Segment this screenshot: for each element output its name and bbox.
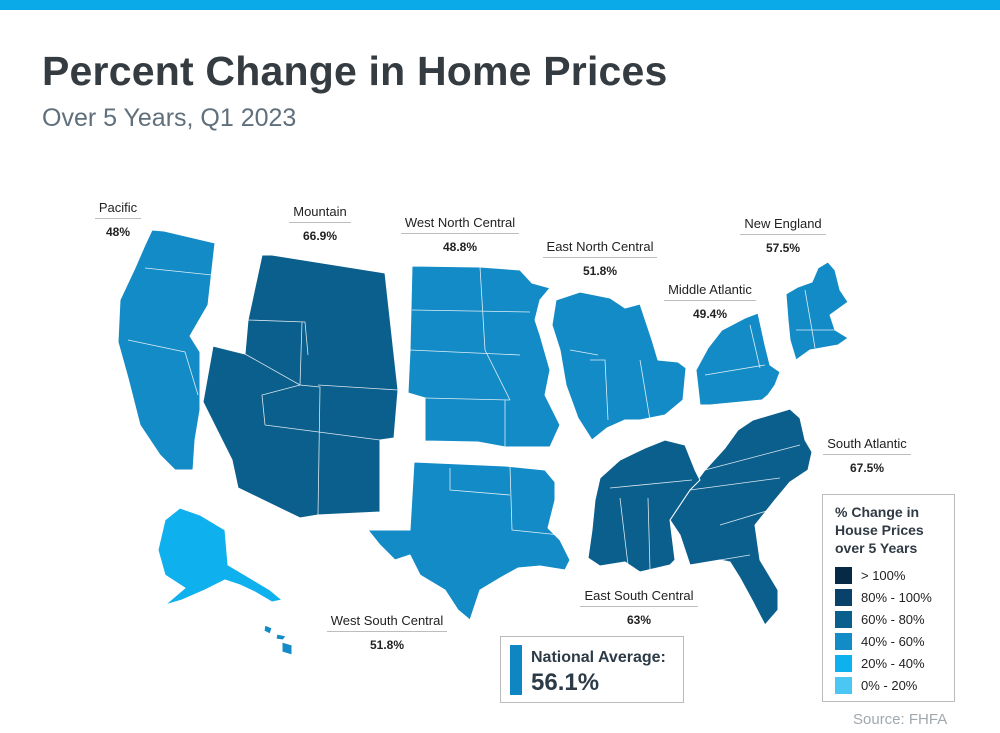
legend-label: 20% - 40%: [861, 656, 925, 672]
region-name: Pacific: [94, 200, 142, 219]
legend-swatch: [835, 655, 852, 673]
page-title: Percent Change in Home Prices: [42, 48, 668, 94]
source-note: Source: FHFA: [853, 711, 948, 728]
legend-label: 40% - 60%: [861, 634, 925, 650]
label-middle-atlantic: Middle Atlantic 49.4%: [655, 282, 765, 321]
label-pacific: Pacific 48%: [78, 200, 158, 239]
legend-label: > 100%: [861, 568, 906, 584]
label-mountain: Mountain 66.9%: [270, 204, 370, 243]
legend-title-line: % Change in: [835, 504, 920, 520]
label-new-england: New England 57.5%: [733, 216, 833, 255]
national-average-accent: [510, 645, 522, 695]
legend-label: 0% - 20%: [861, 678, 918, 694]
region-middle-atlantic: [695, 312, 781, 406]
region-hawaii: [263, 624, 293, 656]
region-east-south-central: [587, 439, 701, 573]
region-west-north-central: [407, 265, 561, 448]
legend-label: 80% - 100%: [861, 590, 932, 606]
region-name: East North Central: [542, 239, 658, 258]
label-south-atlantic: South Atlantic 67.5%: [814, 436, 920, 475]
region-value: 51.8%: [582, 264, 618, 278]
region-name: Mountain: [289, 204, 351, 223]
region-value: 63%: [626, 613, 652, 627]
legend-swatch: [835, 633, 852, 651]
region-mountain: [202, 254, 399, 519]
legend-title-line: House Prices: [835, 522, 924, 538]
region-west-south-central: [367, 461, 571, 621]
national-average-value: 56.1%: [531, 669, 600, 696]
label-west-south-central: West South Central 51.8%: [320, 613, 454, 652]
national-average-label: National Average:: [531, 649, 666, 666]
page-subtitle: Over 5 Years, Q1 2023: [42, 104, 297, 132]
region-name: New England: [740, 216, 826, 235]
region-value: 48.8%: [442, 240, 478, 254]
legend-item: 0% - 20%: [835, 677, 917, 695]
region-name: West North Central: [400, 215, 520, 234]
national-average-box: National Average: 56.1%: [500, 636, 684, 703]
legend-title-line: over 5 Years: [835, 540, 918, 556]
region-alaska: [157, 507, 283, 606]
region-value: 51.8%: [369, 638, 405, 652]
legend-title: % Change in House Prices over 5 Years: [835, 503, 924, 557]
label-east-north-central: East North Central 51.8%: [535, 239, 665, 278]
region-name: Middle Atlantic: [664, 282, 756, 301]
legend-swatch: [835, 567, 852, 585]
region-name: South Atlantic: [823, 436, 911, 455]
label-west-north-central: West North Central 48.8%: [390, 215, 530, 254]
region-new-england: [785, 261, 849, 361]
region-east-north-central: [551, 291, 687, 441]
state-borders: [127, 266, 848, 571]
region-name: East South Central: [580, 588, 698, 607]
legend-item: 40% - 60%: [835, 633, 925, 651]
legend-item: 80% - 100%: [835, 589, 932, 607]
legend-item: > 100%: [835, 567, 905, 585]
top-accent-bar: [0, 0, 1000, 10]
legend-swatch: [835, 611, 852, 629]
region-value: 57.5%: [765, 241, 801, 255]
legend: % Change in House Prices over 5 Years > …: [822, 494, 955, 702]
legend-swatch: [835, 589, 852, 607]
legend-item: 20% - 40%: [835, 655, 925, 673]
legend-item: 60% - 80%: [835, 611, 925, 629]
region-name: West South Central: [326, 613, 448, 632]
region-pacific: [117, 229, 216, 471]
legend-swatch: [835, 677, 852, 695]
region-value: 49.4%: [692, 307, 728, 321]
label-east-south-central: East South Central 63%: [576, 588, 702, 627]
region-value: 67.5%: [849, 461, 885, 475]
region-value: 48%: [105, 225, 131, 239]
region-value: 66.9%: [302, 229, 338, 243]
legend-label: 60% - 80%: [861, 612, 925, 628]
